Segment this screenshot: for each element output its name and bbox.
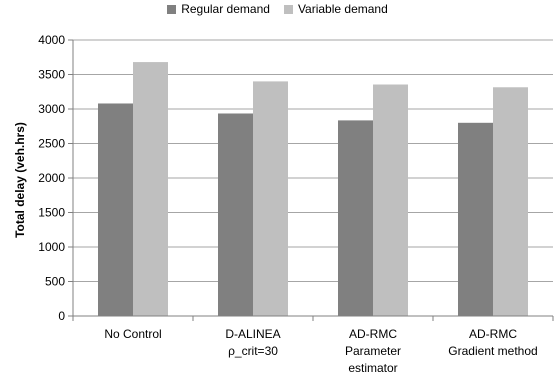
legend-item-regular: Regular demand — [167, 2, 270, 16]
legend-label-regular: Regular demand — [181, 2, 270, 16]
x-tick-label: Parameter — [345, 344, 401, 358]
legend: Regular demand Variable demand — [0, 2, 555, 16]
y-tick-label: 2000 — [38, 171, 65, 185]
bar-regular-2 — [338, 120, 373, 316]
x-tick-label: D-ALINEA — [225, 327, 280, 341]
x-tick-label: Gradient method — [448, 344, 537, 358]
y-tick-label: 4000 — [38, 33, 65, 47]
legend-item-variable: Variable demand — [283, 2, 388, 16]
x-tick-labels: No Control D-ALINEA ρ_crit=30 AD-RMC Paramet… — [104, 327, 537, 375]
y-tick-label: 2500 — [38, 137, 65, 151]
bar-variable-3 — [493, 87, 528, 316]
x-tick-label: estimator — [348, 361, 397, 375]
bar-variable-1 — [253, 81, 288, 317]
bars — [98, 62, 528, 317]
x-tick-label: AD-RMC — [469, 327, 517, 341]
axes — [72, 40, 554, 321]
x-tick-label: AD-RMC — [349, 327, 397, 341]
y-tick-label: 3000 — [38, 102, 65, 116]
bar-regular-0 — [98, 103, 133, 316]
legend-label-variable: Variable demand — [297, 2, 388, 16]
y-tick-labels: 0 500 1000 1500 2000 2500 3000 3500 4000 — [38, 33, 65, 323]
bar-variable-0 — [133, 62, 168, 316]
legend-swatch-variable — [283, 4, 293, 14]
bar-variable-2 — [373, 84, 408, 316]
y-tick-label: 500 — [45, 275, 65, 289]
x-tick-label: ρ_crit=30 — [228, 344, 278, 358]
bar-regular-1 — [218, 113, 253, 316]
bar-regular-3 — [458, 122, 493, 316]
legend-swatch-regular — [167, 4, 177, 14]
x-tick-label: No Control — [104, 327, 161, 341]
y-tick-label: 1000 — [38, 240, 65, 254]
y-tick-label: 0 — [58, 309, 65, 323]
y-tick-label: 3500 — [38, 68, 65, 82]
y-axis-title: Total delay (veh.hrs) — [13, 122, 27, 238]
y-tick-label: 1500 — [38, 206, 65, 220]
